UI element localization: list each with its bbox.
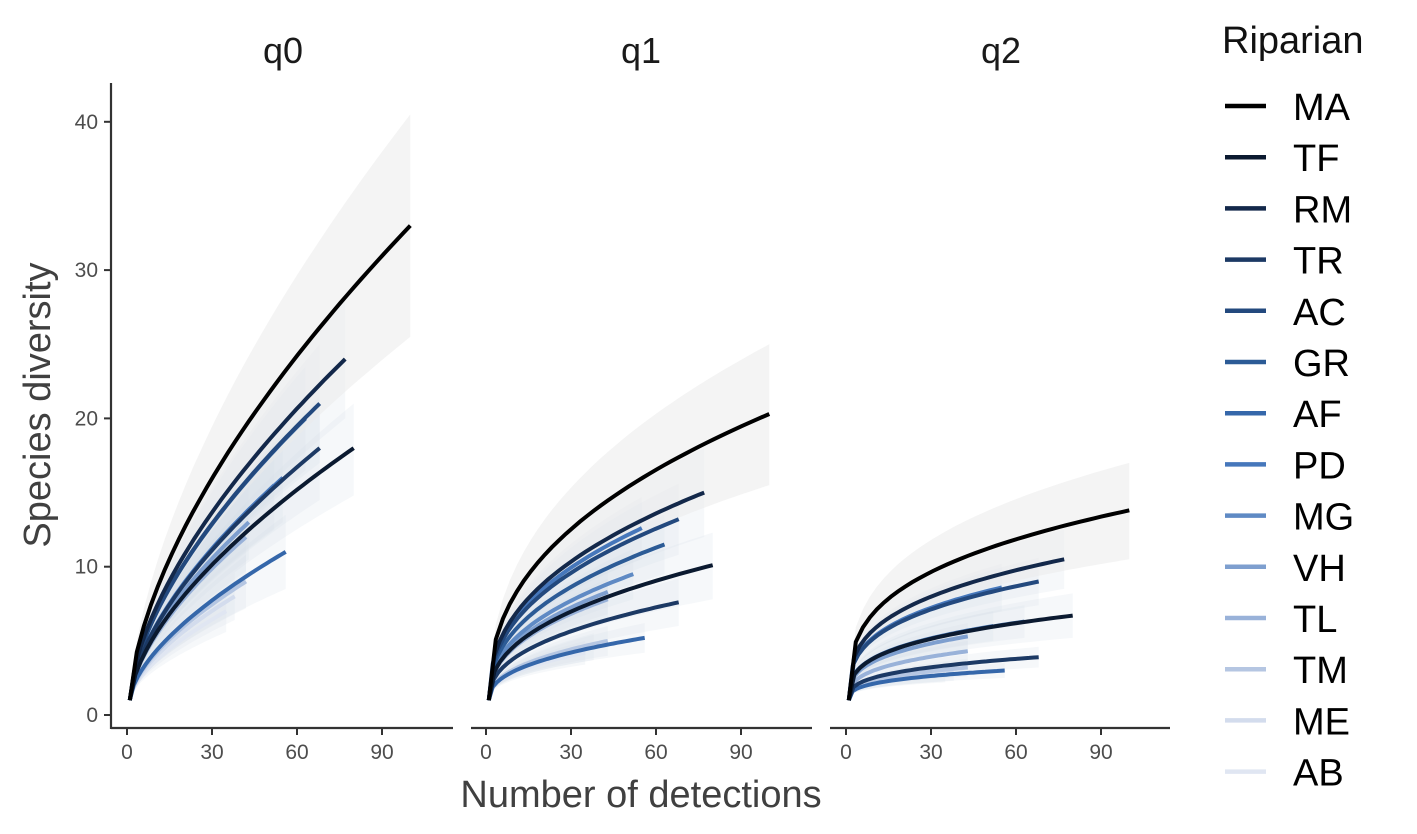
x-tick-label: 60 (644, 741, 667, 764)
series-line-TR-q1 (486, 600, 680, 701)
legend: MA TF RM TR AC GR AF PD MG VH TL TM ME AB (1225, 87, 1354, 795)
x-axis-title: Number of detections (460, 774, 821, 816)
series-line-TF-q0 (127, 446, 355, 701)
series-line-MA-q0 (127, 224, 412, 701)
series-line-VH-q2 (846, 634, 969, 701)
x-tick-label: 90 (729, 741, 752, 764)
series-line-TF-q1 (486, 563, 714, 701)
legend-label-AC: AC (1293, 292, 1346, 334)
series-lines (127, 224, 1130, 701)
x-tick-label: 0 (121, 741, 133, 764)
legend-title: Riparian (1222, 20, 1364, 62)
ci-ribbon-TF-q2 (848, 593, 1073, 701)
x-tick-label: 60 (1004, 741, 1027, 764)
series-line-GR-q1 (486, 542, 666, 701)
legend-label-MG: MG (1293, 497, 1354, 539)
ci-ribbon-TR-q1 (488, 578, 679, 701)
facet-title-q1: q1 (621, 30, 661, 71)
legend-label-MA: MA (1293, 87, 1351, 129)
ci-ribbon-MA-q0 (129, 114, 411, 701)
x-tick-label: 0 (480, 741, 492, 764)
ci-ribbon-MA-q2 (848, 462, 1130, 701)
legend-label-RM: RM (1293, 189, 1352, 231)
ci-ribbon-MA-q1 (488, 344, 770, 701)
x-tick-label: 30 (200, 741, 223, 764)
y-tick-label: 40 (75, 111, 98, 134)
x-tick-label: 0 (840, 741, 852, 764)
series-line-TL-q2 (846, 649, 969, 701)
legend-label-PD: PD (1293, 445, 1346, 487)
y-tick-label: 30 (75, 259, 98, 282)
series-line-MG-q1 (486, 572, 634, 701)
x-tick-label: 30 (559, 741, 582, 764)
series-line-TR-q0 (127, 446, 321, 701)
series-line-RM-q1 (486, 490, 705, 701)
x-tick-label: 90 (370, 741, 393, 764)
legend-label-GR: GR (1293, 343, 1350, 385)
y-tick-label: 10 (75, 556, 98, 579)
legend-label-TF: TF (1293, 138, 1339, 180)
x-tick-label: 90 (1089, 741, 1112, 764)
y-axis-title: Species diversity (17, 262, 59, 547)
series-line-TR-q2 (846, 655, 1039, 701)
series-line-AF-q2 (846, 668, 1005, 701)
legend-label-AB: AB (1293, 753, 1344, 795)
y-tick-label: 20 (75, 407, 98, 430)
legend-label-AF: AF (1293, 394, 1342, 436)
ci-ribbon-TF-q0 (129, 403, 354, 701)
series-line-MA-q1 (486, 412, 771, 701)
series-line-AC-q0 (127, 402, 322, 701)
series-line-AF-q0 (127, 550, 287, 701)
series-line-MA-q2 (846, 508, 1130, 701)
y-tick-label: 0 (86, 704, 98, 727)
legend-label-TL: TL (1293, 599, 1337, 641)
legend-label-TM: TM (1293, 650, 1348, 692)
facet-title-q2: q2 (981, 30, 1021, 71)
x-tick-label: 30 (919, 741, 942, 764)
series-line-TF-q2 (846, 613, 1073, 701)
axes: 0 10 20 30 40 0 30 60 90 0 30 60 90 0 30 60 90 (75, 83, 1170, 764)
legend-label-ME: ME (1293, 701, 1350, 743)
legend-label-TR: TR (1293, 241, 1344, 283)
x-tick-label: 60 (285, 741, 308, 764)
series-line-PD-q1 (486, 526, 643, 701)
series-line-AC-q2 (846, 579, 1040, 701)
series-line-AC-q1 (486, 517, 680, 701)
series-line-TM-q2 (846, 665, 969, 701)
legend-label-VH: VH (1293, 548, 1346, 590)
series-line-AF-q1 (486, 635, 646, 701)
facet-title-q0: q0 (263, 30, 303, 71)
series-line-RM-q2 (846, 557, 1065, 701)
series-line-RM-q0 (127, 357, 347, 701)
ci-ribbon-TF-q1 (488, 532, 713, 701)
